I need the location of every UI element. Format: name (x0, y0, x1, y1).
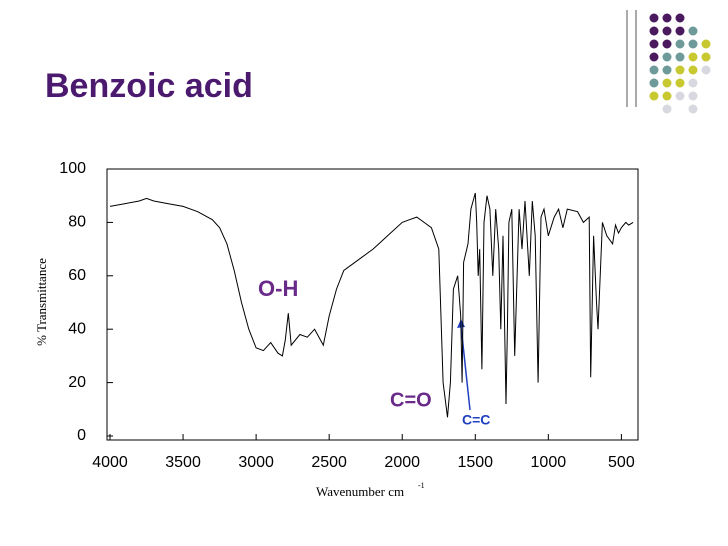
x-axis-label: Wavenumber cm (316, 484, 404, 499)
x-tick-label: 2500 (311, 454, 347, 471)
spectrum-line (109, 192, 634, 418)
y-tick-label: 40 (68, 320, 86, 337)
y-tick-label: 20 (68, 374, 86, 391)
y-tick-label: 100 (59, 160, 86, 177)
y-tick-label: 60 (68, 267, 86, 284)
x-tick-label: 1000 (531, 454, 567, 471)
y-axis-label: % Transmittance (34, 258, 49, 346)
plot-frame (106, 168, 639, 441)
x-tick-label: 2000 (384, 454, 420, 471)
x-tick-label: 4000 (92, 454, 128, 471)
x-tick-label: 1500 (457, 454, 493, 471)
annotation: O-H (258, 276, 298, 301)
decor-dots (649, 13, 711, 114)
x-tick-label: 3500 (165, 454, 201, 471)
x-axis-label-superscript: -1 (418, 481, 425, 490)
x-tick-label: 3000 (238, 454, 274, 471)
y-tick-label: 80 (68, 214, 86, 231)
annotation: C=O (390, 389, 432, 411)
x-tick-label: 500 (608, 454, 635, 471)
annotation: C=C (462, 412, 490, 428)
y-tick-label: 0 (77, 427, 86, 444)
slide-title: Benzoic acid (45, 67, 253, 105)
